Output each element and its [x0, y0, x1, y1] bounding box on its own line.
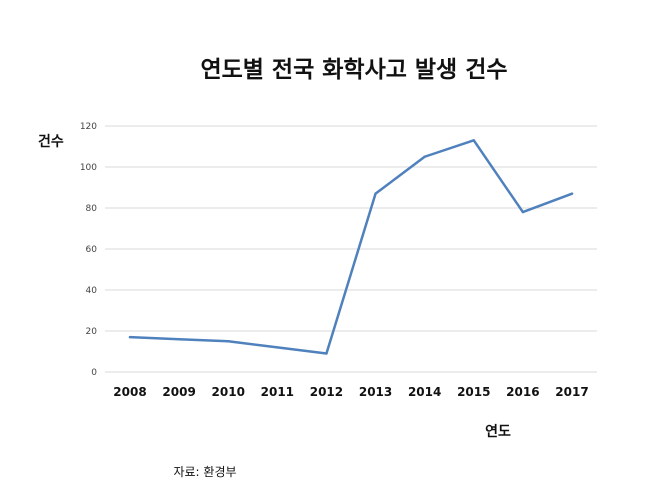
y-tick-label: 20	[86, 327, 98, 337]
data-point	[374, 192, 377, 195]
x-tick-label: 2013	[359, 385, 392, 399]
x-axis-label: 연도	[485, 424, 511, 440]
source-note: 자료: 환경부	[173, 465, 236, 479]
x-tick-label: 2016	[506, 385, 539, 399]
data-point	[177, 338, 181, 341]
data-point	[570, 192, 574, 195]
data-point	[227, 340, 230, 343]
x-tick-label: 2015	[457, 385, 490, 399]
data-point	[521, 210, 525, 214]
x-tick-label: 2008	[113, 385, 146, 399]
x-tick-label: 2012	[310, 385, 343, 399]
data-point	[325, 352, 328, 355]
x-tick-label: 2017	[555, 385, 588, 399]
x-tick-label: 2011	[261, 385, 294, 399]
chart-title: 연도별 전국 화학사고 발생 건수	[200, 57, 507, 83]
series-line	[128, 139, 574, 355]
x-tick-labels: 2008 2009 2010 2011 2012 2013 2014 2015 2016 2017	[113, 385, 588, 399]
y-tick-label: 100	[80, 163, 97, 173]
y-tick-label: 120	[80, 122, 97, 132]
y-tick-label: 0	[91, 368, 97, 378]
y-axis-label: 건수	[38, 133, 64, 150]
data-point	[128, 335, 132, 339]
data-point	[472, 139, 475, 142]
y-tick-labels: 0 20 40 60 80 100 120	[80, 122, 97, 378]
grid	[105, 125, 597, 373]
x-tick-label: 2009	[162, 385, 195, 399]
data-point	[276, 346, 279, 349]
x-tick-label: 2014	[408, 385, 441, 399]
series	[128, 139, 574, 355]
data-point	[423, 155, 426, 158]
x-tick-label: 2010	[212, 385, 245, 399]
y-tick-label: 60	[86, 245, 98, 255]
y-tick-label: 80	[86, 204, 98, 214]
y-tick-label: 40	[86, 286, 98, 296]
